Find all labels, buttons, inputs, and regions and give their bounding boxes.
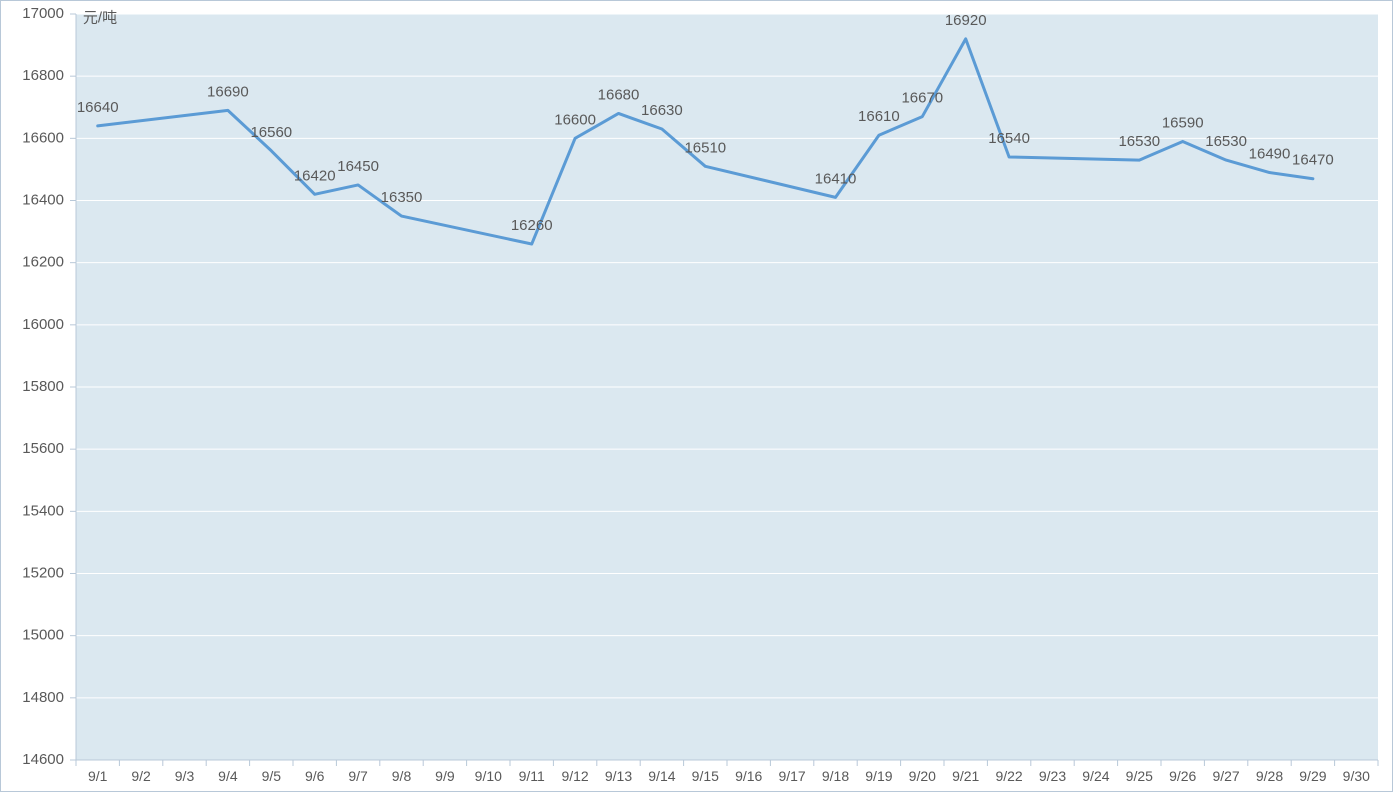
- y-tick-label: 15000: [22, 627, 64, 644]
- x-tick-label: 9/4: [218, 768, 238, 784]
- x-tick-label: 9/13: [605, 768, 632, 784]
- x-tick-label: 9/8: [392, 768, 412, 784]
- y-tick-label: 14800: [22, 689, 64, 706]
- y-tick-label: 15600: [22, 440, 64, 457]
- y-axis-title: 元/吨: [83, 9, 117, 26]
- x-tick-label: 9/7: [348, 768, 368, 784]
- x-tick-label: 9/6: [305, 768, 325, 784]
- data-label: 16590: [1162, 114, 1204, 131]
- x-tick-label: 9/2: [131, 768, 151, 784]
- x-tick-label: 9/28: [1256, 768, 1283, 784]
- y-tick-label: 16000: [22, 316, 64, 333]
- data-label: 16690: [207, 83, 249, 100]
- x-tick-label: 9/5: [262, 768, 282, 784]
- y-tick-label: 17000: [22, 5, 64, 22]
- x-tick-label: 9/18: [822, 768, 849, 784]
- data-label: 16420: [294, 167, 336, 184]
- data-label: 16610: [858, 108, 900, 125]
- data-label: 16630: [641, 102, 683, 119]
- y-tick-label: 15400: [22, 502, 64, 519]
- data-label: 16490: [1249, 146, 1291, 163]
- data-label: 16600: [554, 111, 596, 128]
- x-tick-label: 9/14: [648, 768, 675, 784]
- data-label: 16350: [381, 189, 423, 206]
- x-tick-label: 9/24: [1082, 768, 1109, 784]
- data-label: 16920: [945, 12, 987, 29]
- data-label: 16560: [250, 124, 292, 141]
- x-tick-label: 9/19: [865, 768, 892, 784]
- x-tick-label: 9/23: [1039, 768, 1066, 784]
- data-label: 16410: [815, 170, 857, 187]
- x-tick-label: 9/11: [519, 768, 545, 784]
- data-label: 16510: [684, 139, 726, 156]
- y-tick-label: 15800: [22, 378, 64, 395]
- data-label: 16530: [1118, 133, 1160, 150]
- x-tick-label: 9/15: [692, 768, 719, 784]
- x-tick-label: 9/20: [909, 768, 936, 784]
- data-label: 16260: [511, 217, 553, 234]
- x-tick-label: 9/27: [1212, 768, 1239, 784]
- y-tick-label: 16400: [22, 191, 64, 208]
- x-tick-label: 9/12: [561, 768, 588, 784]
- data-label: 16540: [988, 130, 1030, 147]
- x-tick-label: 9/21: [952, 768, 979, 784]
- y-tick-label: 15200: [22, 564, 64, 581]
- x-tick-label: 9/3: [175, 768, 195, 784]
- x-tick-label: 9/30: [1343, 768, 1370, 784]
- x-tick-label: 9/26: [1169, 768, 1196, 784]
- x-tick-label: 9/29: [1299, 768, 1326, 784]
- x-tick-label: 9/17: [778, 768, 805, 784]
- y-tick-label: 16800: [22, 67, 64, 84]
- data-label: 16680: [598, 86, 640, 103]
- data-label: 16530: [1205, 133, 1247, 150]
- y-tick-label: 16200: [22, 254, 64, 271]
- x-tick-label: 9/1: [88, 768, 108, 784]
- x-tick-label: 9/25: [1126, 768, 1153, 784]
- x-tick-label: 9/22: [995, 768, 1022, 784]
- data-label: 16450: [337, 158, 379, 175]
- x-tick-label: 9/9: [435, 768, 455, 784]
- data-label: 16640: [77, 99, 119, 116]
- x-tick-label: 9/10: [475, 768, 502, 784]
- y-tick-label: 14600: [22, 751, 64, 768]
- line-chart: 14600 14800 15000 15200 15400 15600 15800 16000…: [0, 0, 1393, 792]
- data-label: 16470: [1292, 152, 1334, 169]
- data-label: 16670: [901, 90, 943, 107]
- y-tick-label: 16600: [22, 129, 64, 146]
- x-tick-label: 9/16: [735, 768, 762, 784]
- chart-svg: 14600 14800 15000 15200 15400 15600 15800 16000…: [0, 0, 1393, 792]
